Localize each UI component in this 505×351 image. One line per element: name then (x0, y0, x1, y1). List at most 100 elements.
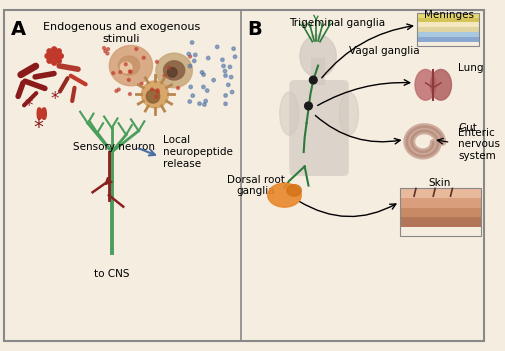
Circle shape (52, 60, 57, 65)
Text: *: * (50, 90, 58, 108)
FancyBboxPatch shape (399, 208, 480, 217)
Text: Trigeminal ganglia: Trigeminal ganglia (289, 18, 385, 28)
Circle shape (223, 94, 227, 97)
Circle shape (203, 103, 206, 106)
Circle shape (228, 65, 231, 69)
FancyBboxPatch shape (416, 22, 478, 27)
Circle shape (221, 64, 225, 68)
Circle shape (155, 60, 158, 63)
Circle shape (220, 58, 224, 61)
Circle shape (215, 45, 219, 48)
FancyBboxPatch shape (416, 27, 478, 32)
Ellipse shape (338, 92, 358, 135)
Ellipse shape (279, 92, 298, 135)
Ellipse shape (163, 61, 184, 80)
Circle shape (106, 52, 109, 55)
Text: *: * (24, 97, 32, 115)
FancyBboxPatch shape (4, 10, 483, 341)
FancyBboxPatch shape (399, 188, 480, 198)
Circle shape (155, 95, 157, 98)
Circle shape (231, 47, 235, 51)
Circle shape (128, 70, 131, 73)
Circle shape (167, 66, 170, 69)
Circle shape (304, 102, 312, 110)
Circle shape (204, 99, 207, 103)
Circle shape (129, 70, 132, 73)
Ellipse shape (267, 183, 300, 207)
Ellipse shape (286, 185, 300, 196)
Circle shape (47, 58, 52, 63)
Circle shape (201, 85, 205, 89)
Circle shape (150, 88, 153, 91)
Circle shape (188, 55, 191, 58)
Circle shape (52, 47, 57, 52)
Circle shape (128, 93, 131, 95)
Circle shape (141, 81, 168, 108)
Text: Dorsal root
ganglia: Dorsal root ganglia (226, 175, 284, 196)
Circle shape (223, 69, 226, 73)
Text: Lung: Lung (458, 62, 483, 73)
Text: Sensory neuron: Sensory neuron (73, 143, 155, 152)
FancyBboxPatch shape (416, 18, 478, 22)
Circle shape (163, 74, 166, 78)
Circle shape (190, 41, 193, 44)
Ellipse shape (414, 69, 435, 100)
Ellipse shape (430, 69, 450, 100)
Text: Meninges: Meninges (423, 10, 473, 20)
Circle shape (117, 88, 120, 91)
Circle shape (193, 53, 196, 57)
Circle shape (197, 102, 201, 105)
Circle shape (176, 87, 179, 90)
Circle shape (119, 71, 122, 73)
Circle shape (191, 94, 194, 97)
Ellipse shape (109, 46, 152, 86)
Text: Vagal ganglia: Vagal ganglia (348, 46, 419, 57)
FancyBboxPatch shape (416, 32, 478, 37)
Circle shape (309, 76, 317, 84)
Ellipse shape (118, 56, 139, 75)
Circle shape (192, 59, 195, 62)
Circle shape (188, 100, 191, 103)
Circle shape (57, 49, 61, 54)
Circle shape (45, 54, 50, 58)
FancyBboxPatch shape (416, 37, 478, 42)
Circle shape (187, 52, 190, 56)
Circle shape (229, 75, 232, 79)
Ellipse shape (120, 62, 132, 73)
Circle shape (201, 73, 205, 77)
Text: Gut: Gut (458, 123, 476, 133)
Circle shape (140, 82, 143, 85)
Circle shape (205, 89, 209, 92)
FancyBboxPatch shape (289, 80, 348, 176)
Ellipse shape (156, 53, 192, 88)
FancyBboxPatch shape (399, 217, 480, 227)
Circle shape (146, 90, 160, 103)
Circle shape (47, 49, 52, 54)
Circle shape (206, 56, 210, 60)
FancyBboxPatch shape (399, 198, 480, 208)
Circle shape (135, 48, 137, 51)
Text: Skin: Skin (428, 178, 450, 188)
Text: Enteric
nervous
system: Enteric nervous system (458, 128, 499, 161)
Circle shape (233, 55, 236, 59)
Circle shape (59, 54, 63, 58)
Circle shape (230, 90, 233, 94)
Text: *: * (33, 119, 43, 138)
Text: Local
neuropeptide
release: Local neuropeptide release (162, 135, 232, 168)
Circle shape (226, 83, 230, 87)
Circle shape (124, 63, 127, 66)
Circle shape (112, 72, 115, 74)
Circle shape (156, 91, 159, 93)
Circle shape (104, 50, 107, 53)
FancyBboxPatch shape (416, 13, 478, 18)
Circle shape (103, 47, 105, 49)
Circle shape (200, 71, 204, 74)
Circle shape (57, 58, 61, 63)
Text: to CNS: to CNS (94, 269, 129, 279)
Text: Endogenous and exogenous
stimuli: Endogenous and exogenous stimuli (42, 22, 199, 44)
Circle shape (50, 52, 58, 60)
Circle shape (115, 90, 118, 92)
Circle shape (127, 78, 130, 81)
Circle shape (212, 78, 215, 82)
Circle shape (223, 74, 227, 77)
